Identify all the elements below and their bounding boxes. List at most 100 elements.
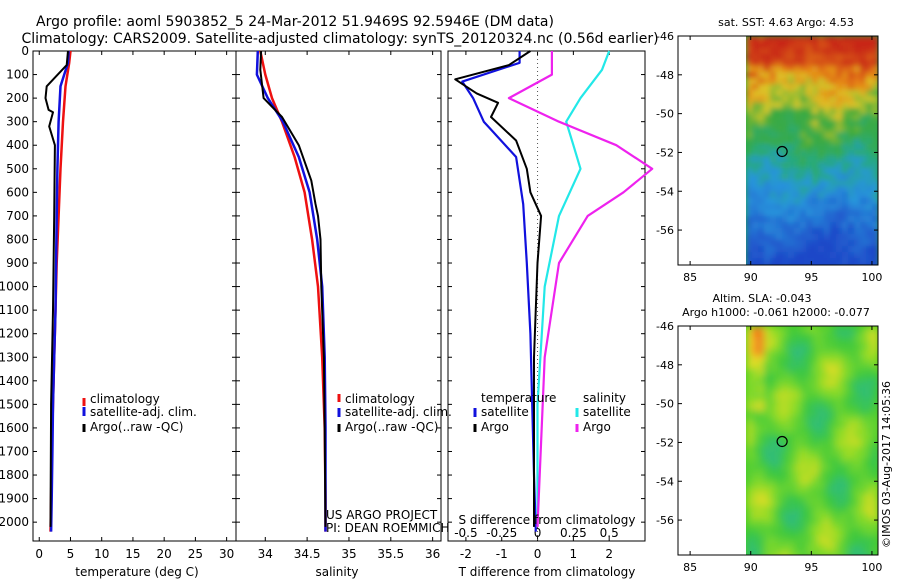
map-cell [746,362,753,369]
map-cell [812,162,819,169]
map-cell [836,542,843,549]
map-cell [764,90,771,97]
map-cell [812,126,819,133]
map-cell [836,234,843,241]
map-cell [770,252,777,259]
legend-label-argo: Argo(..raw -QC) [90,420,183,434]
map-cell [782,548,789,555]
map-cell [770,470,777,477]
map-cell [860,42,867,49]
map-cell [812,120,819,127]
map-cell [806,536,813,543]
map-cell [854,108,861,115]
map-cell [800,78,807,85]
map-cell [764,446,771,453]
map-cell [848,204,855,211]
map-cell [866,198,873,205]
map-cell [794,410,801,417]
map-cell [872,494,878,501]
map-cell [788,162,795,169]
map-cell [824,512,831,519]
map-cell [848,36,855,43]
map-cell [770,222,777,229]
map-cell [824,42,831,49]
map-cell [824,150,831,157]
map-cell [854,506,861,513]
map-cell [824,338,831,345]
map-cell [758,356,765,363]
map-cell [818,344,825,351]
map-cell [788,428,795,435]
map-cell [764,252,771,259]
map-cell [854,54,861,61]
map-cell [770,90,777,97]
map-cell [854,344,861,351]
map-cell [800,422,807,429]
map-cell [842,174,849,181]
map-cell [824,216,831,223]
map-cell [830,482,837,489]
map-cell [776,458,783,465]
map-cell [836,96,843,103]
map-cell [776,374,783,381]
map-cell [854,488,861,495]
map-cell [746,548,753,555]
map-cell [794,36,801,43]
map-cell [764,156,771,163]
map-cell [776,416,783,423]
map-cell [818,240,825,247]
x-tick-label: 25 [188,547,203,561]
map-cell [812,180,819,187]
map-cell [746,150,753,157]
map-cell [818,536,825,543]
map-cell [764,332,771,339]
map-cell [830,440,837,447]
map-cell [824,356,831,363]
map-cell [806,78,813,85]
map-cell [866,428,873,435]
map-cell [836,458,843,465]
map-cell [782,240,789,247]
map-cell [782,108,789,115]
map-cell [794,234,801,241]
map-cell [752,72,759,79]
map-cell [800,234,807,241]
map-cell [860,258,867,265]
map-cell [776,500,783,507]
map-cell [758,446,765,453]
map-cell [818,198,825,205]
map-cell [764,240,771,247]
map-cell [860,362,867,369]
map-cell [818,66,825,73]
map-cell [806,96,813,103]
map-cell [854,476,861,483]
map-cell [806,506,813,513]
map-cell [764,530,771,537]
map-cell [758,548,765,555]
map-cell [788,48,795,55]
map-cell [830,368,837,375]
map-cell [854,222,861,229]
map-cell [854,72,861,79]
map-cell [872,228,878,235]
map-cell [794,114,801,121]
map-cell [746,524,753,531]
map-cell [830,374,837,381]
map-cell [848,386,855,393]
map-cell [866,240,873,247]
map-cell [812,446,819,453]
map-cell [842,446,849,453]
map-cell [824,476,831,483]
map-cell [866,162,873,169]
map-cell [866,192,873,199]
map-cell [872,530,878,537]
map-cell [794,198,801,205]
map-cell [782,90,789,97]
map-cell [770,506,777,513]
map-cell [824,102,831,109]
map-cell [836,222,843,229]
map-cell [842,228,849,235]
map-cell [764,326,771,333]
map-cell [818,470,825,477]
map-cell [752,428,759,435]
